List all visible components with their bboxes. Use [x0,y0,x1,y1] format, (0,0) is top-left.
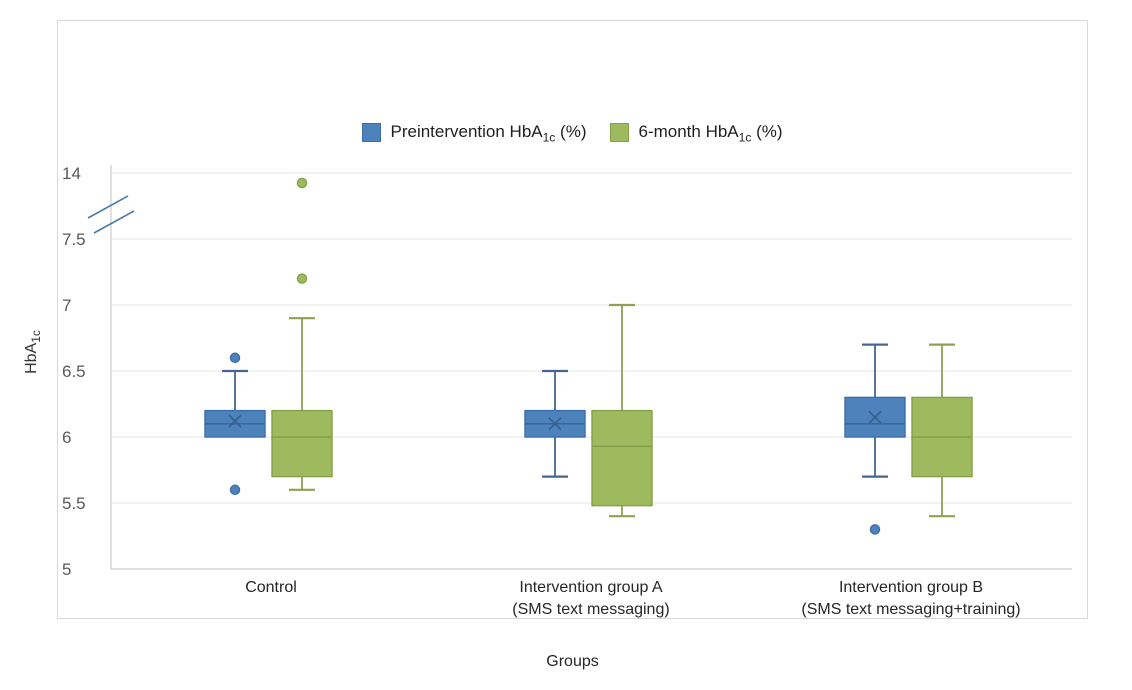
box-six-group1 [271,409,333,478]
outlier-point [869,524,881,535]
x-axis-title: Groups [546,653,599,670]
mean-x-marker [228,414,242,428]
outlier-point [296,273,308,284]
y-axis-tick-label: 5.5 [62,494,86,513]
legend-swatch-preintervention-icon [362,123,382,143]
y-axis-tick-label: 7.5 [62,230,86,249]
x-group-label-line1: Control [245,579,297,596]
box-six-group2 [591,409,653,507]
outlier-point [229,352,241,364]
y-axis-tick-label: 14 [62,164,81,183]
chart-legend: Preintervention HbA1c (%) 6-month HbA1c … [58,113,1087,153]
y-axis-tick-label: 7 [62,296,71,315]
mean-x-marker [548,417,562,431]
x-group-label-line1: Intervention group A [519,579,663,596]
mean-x-marker [868,410,882,424]
x-group-label-line1: Intervention group B [839,579,983,596]
legend-swatch-6-month-icon [610,123,630,143]
outlier-point [296,177,308,189]
y-axis-title: HbA1c [23,330,44,374]
axis-break-icon [93,210,135,234]
y-axis-tick-label: 5 [62,560,71,579]
x-group-label-line2: (SMS text messaging+training) [801,601,1020,618]
legend-label-preintervention: Preintervention HbA1c (%) [390,121,587,145]
axis-break-icon [87,195,129,219]
chart-frame: Preintervention HbA1c (%) 6-month HbA1c … [57,20,1088,619]
legend-item-6-month: 6-month HbA1c (%) [610,121,783,145]
y-axis-tick-label: 6 [62,428,71,447]
x-group-label-line2: (SMS text messaging) [512,601,669,618]
legend-item-preintervention: Preintervention HbA1c (%) [362,122,586,144]
outlier-point [229,484,241,496]
y-axis-tick-label: 6.5 [62,362,86,381]
legend-label-6-month: 6-month HbA1c (%) [638,121,783,145]
